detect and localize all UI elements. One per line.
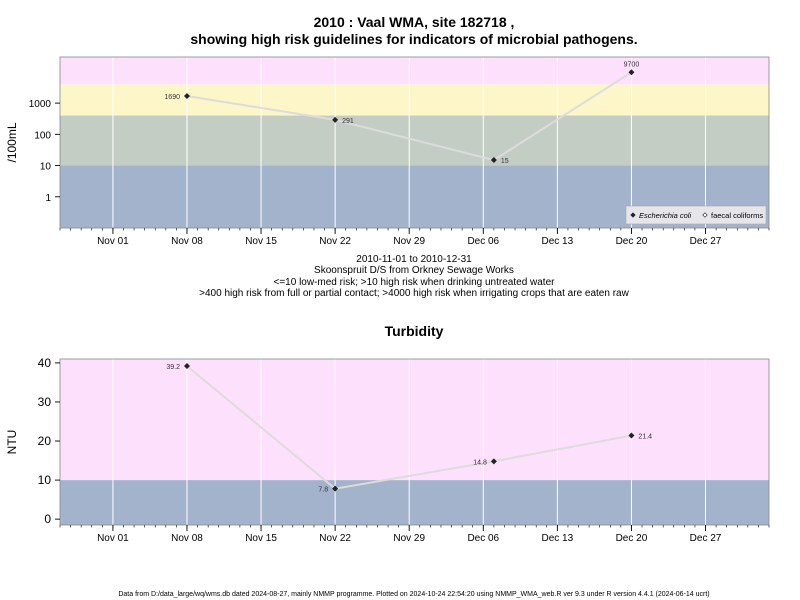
pathogen-chart: Nov 01 Nov 08 Nov 15 Nov 22 Nov 29 Dec 06 Dec …: [5, 56, 770, 247]
caption-contact-guideline: >400 high risk from full or partial cont…: [199, 288, 629, 299]
x-tick-label: Dec 20: [616, 236, 648, 247]
data-point: [628, 432, 635, 439]
x-tick-label: Dec 27: [690, 533, 722, 544]
y-tick-label: 1000: [29, 99, 52, 110]
plot-frame: [59, 358, 770, 526]
data-point: [183, 93, 190, 100]
plot-frame: [59, 56, 770, 229]
x-tick-label: Dec 27: [690, 236, 722, 247]
x-tick-label: Nov 08: [171, 236, 203, 247]
footer-note: Data from D:/data_large/wq/wms.db dated …: [118, 591, 709, 598]
y-tick-label: 100: [34, 130, 51, 141]
legend-box: [625, 205, 767, 225]
data-point: [490, 458, 497, 465]
caption-date-range: 2010-11-01 to 2010-12-31: [356, 254, 472, 265]
risk-band: [60, 57, 769, 85]
data-point: [332, 116, 339, 123]
series-line: [186, 71, 632, 162]
data-point: [332, 485, 339, 492]
legend-entry-label: faecal coliforms: [711, 211, 763, 220]
x-tick-label: Dec 13: [542, 533, 574, 544]
x-tick-label: Nov 08: [171, 533, 203, 544]
x-tick-label: Dec 06: [467, 236, 499, 247]
turbidity-chart: Nov 01 Nov 08 Nov 15 Nov 22 Nov 29 Dec 06 Dec …: [5, 356, 770, 544]
risk-band: [60, 480, 769, 525]
x-tick-label: Nov 29: [393, 236, 425, 247]
x-tick-label: Nov 01: [97, 236, 129, 247]
y-axis-label: NTU: [5, 430, 19, 455]
figure-title-line1: 2010 : Vaal WMA, site 182718 ,: [314, 14, 515, 30]
y-tick-label: 30: [38, 395, 52, 409]
turbidity-title: Turbidity: [385, 323, 444, 339]
data-label: 21.4: [638, 434, 652, 441]
caption-drinking-guideline: <=10 low-med risk; >10 high risk when dr…: [274, 277, 556, 288]
risk-band: [60, 359, 769, 481]
caption-site: Skoonspruit D/S from Orkney Sewage Works: [314, 265, 514, 276]
y-axis-label: /100mL: [5, 122, 19, 162]
y-tick-label: 10: [40, 162, 52, 173]
y-tick-label: 0: [44, 512, 51, 526]
figure-title-line2: showing high risk guidelines for indicat…: [190, 31, 637, 47]
y-tick-label: 40: [38, 356, 52, 370]
x-tick-label: Nov 15: [245, 236, 277, 247]
data-point: [183, 363, 190, 370]
data-point: [490, 157, 497, 164]
x-tick-label: Nov 22: [319, 533, 351, 544]
data-label: 15: [501, 158, 509, 165]
y-tick-label: 20: [38, 434, 52, 448]
y-tick-label: 1: [45, 193, 51, 204]
x-tick-label: Nov 15: [245, 533, 277, 544]
legend-marker: [630, 212, 636, 218]
x-tick-label: Nov 01: [97, 533, 129, 544]
data-label: 7.8: [318, 487, 328, 494]
legend-entry-label: Escherichia coli: [639, 211, 691, 220]
y-tick-label: 10: [38, 473, 52, 487]
risk-band: [60, 84, 769, 116]
data-label: 14.8: [473, 459, 487, 466]
x-tick-label: Nov 29: [393, 533, 425, 544]
x-tick-label: Nov 22: [319, 236, 351, 247]
data-point: [628, 69, 635, 76]
x-tick-label: Dec 06: [467, 533, 499, 544]
x-tick-label: Dec 20: [616, 533, 648, 544]
series-line: [186, 365, 632, 490]
data-label: 1690: [164, 94, 180, 101]
data-label: 9700: [624, 61, 640, 68]
data-label: 39.2: [166, 364, 180, 371]
x-tick-label: Dec 13: [542, 236, 574, 247]
legend-marker: [702, 212, 708, 218]
data-label: 291: [342, 118, 354, 125]
